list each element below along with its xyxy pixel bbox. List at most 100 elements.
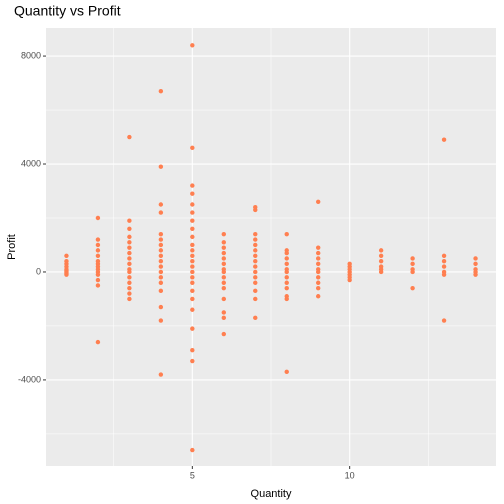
point [253,253,258,258]
point [190,43,195,48]
point [190,280,195,285]
point [190,348,195,353]
point [221,280,226,285]
point [158,248,164,253]
point [158,264,164,269]
point [284,250,289,256]
point [253,258,258,264]
point [190,275,195,280]
point [316,269,321,275]
point [441,318,447,323]
point [221,245,226,250]
point [316,261,321,267]
point [316,280,321,285]
point [64,253,69,258]
point [95,339,101,345]
point [127,256,132,261]
point [158,275,164,280]
point [190,226,195,231]
point [316,256,321,261]
point [95,248,101,253]
point [441,253,447,258]
point [316,250,321,256]
point [347,277,352,283]
y-axis-title: Profit [6,234,18,260]
y-tick-label: -4000 [18,374,41,384]
point [253,248,258,253]
point [316,294,321,299]
point [95,242,101,248]
point [190,191,195,196]
point [284,261,289,267]
point [441,258,447,264]
point [221,275,226,280]
point [190,447,195,453]
point [221,296,226,302]
point [95,277,101,283]
point [127,226,132,231]
y-tick-label: 8000 [21,50,41,60]
point [221,261,226,267]
point [221,250,226,256]
point [95,237,101,242]
chart-title: Quantity vs Profit [14,3,121,19]
point [441,264,447,269]
point [95,272,101,277]
point [127,218,132,223]
point [158,372,164,377]
point [190,183,195,188]
point [127,269,132,275]
point [190,145,195,151]
point [221,285,226,291]
point [127,296,132,302]
point [190,210,195,215]
point [190,253,195,258]
point [473,272,478,277]
point [284,280,289,285]
point [190,307,195,312]
y-tick-label: 4000 [21,158,41,168]
point [378,248,384,253]
y-tick-label: 0 [36,266,41,276]
point [221,240,226,245]
point [64,272,69,277]
point [473,256,478,261]
point [127,291,132,296]
point [284,231,289,237]
point [284,369,289,375]
point [158,288,164,294]
point [190,288,195,294]
point [190,264,195,269]
point [253,275,258,280]
point [127,280,132,285]
point [253,264,258,269]
point [473,261,478,267]
point [410,261,415,267]
point [127,134,132,140]
point [158,88,164,94]
point [127,261,132,267]
point [441,137,447,142]
point [253,280,258,285]
point [316,275,321,280]
point [221,231,226,237]
point [158,242,164,248]
point [158,258,164,264]
point [190,218,195,223]
point [284,296,289,302]
x-axis-title: Quantity [251,488,292,500]
point [127,285,132,291]
point [284,269,289,275]
point [221,256,226,261]
point [378,269,384,275]
point [158,237,164,242]
point [316,199,321,204]
point [127,245,132,250]
point [190,269,195,275]
point [190,234,195,240]
point [253,237,258,242]
point [190,358,195,364]
point [284,256,289,261]
